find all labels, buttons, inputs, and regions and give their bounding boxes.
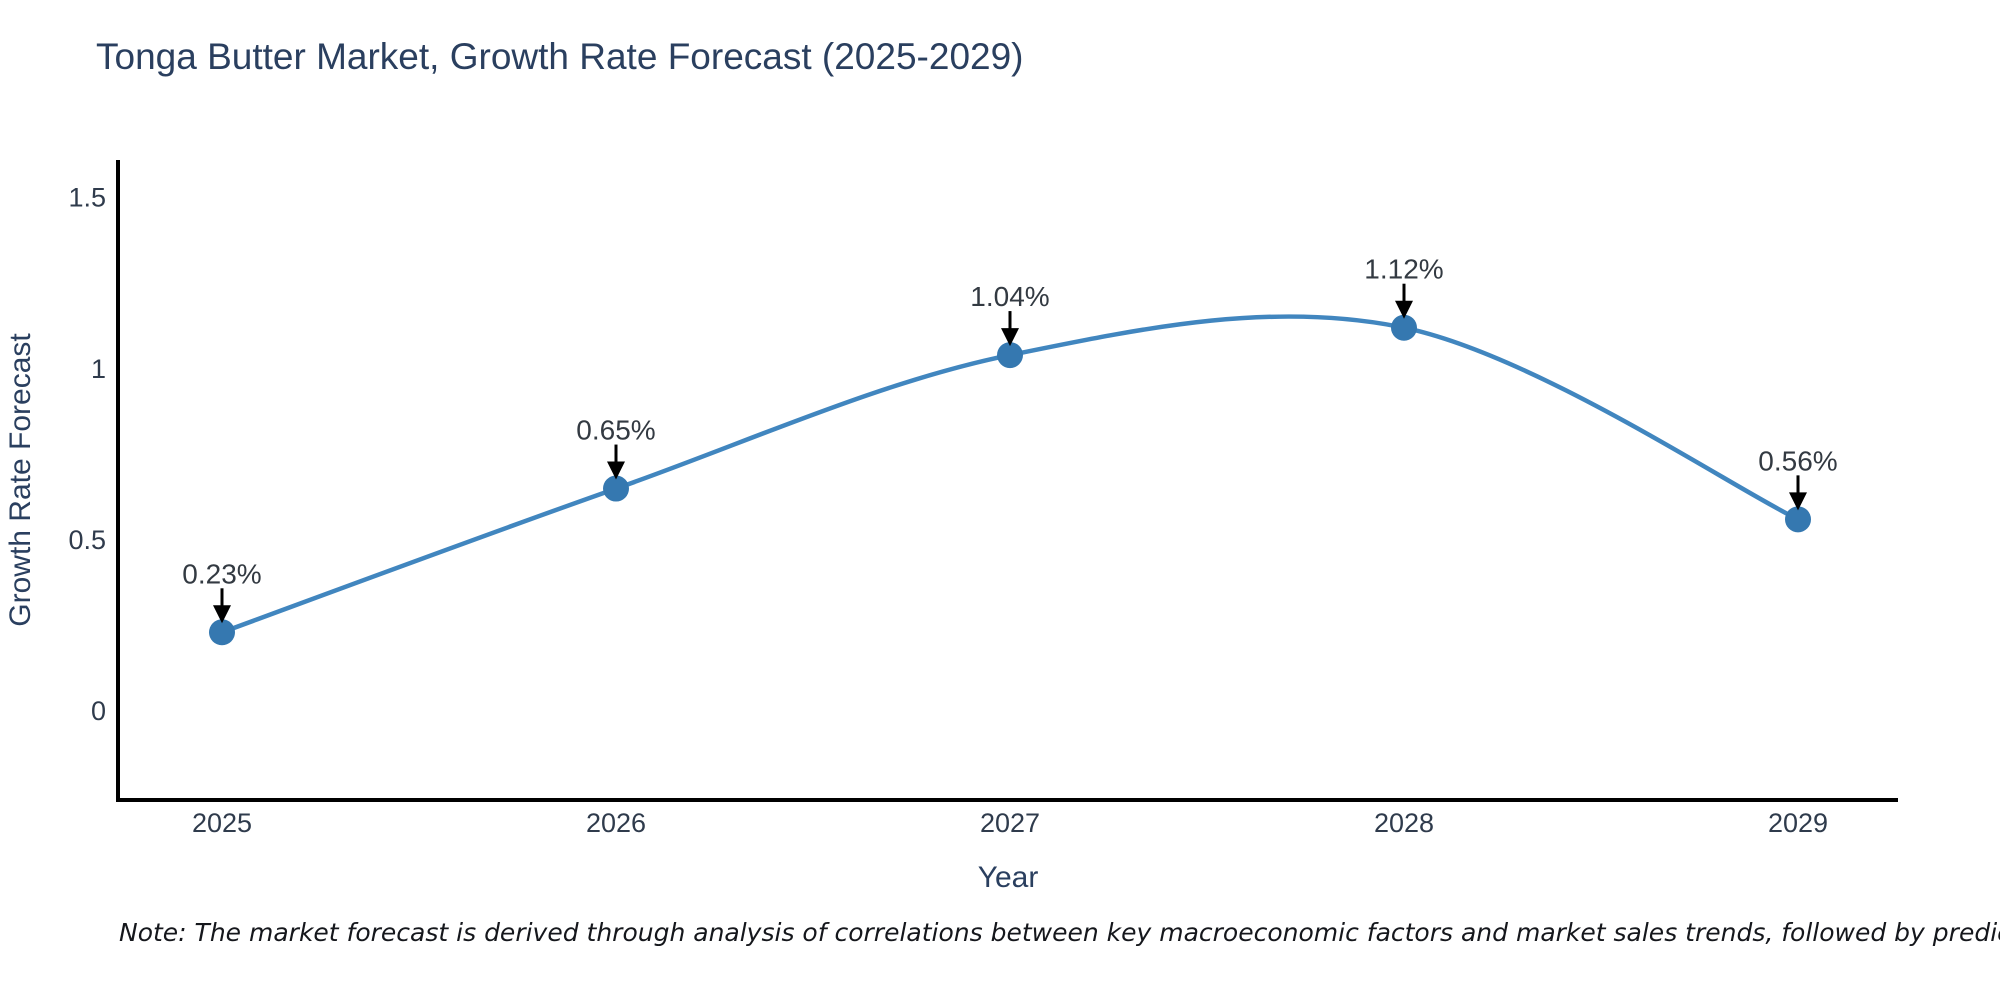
annotation-arrow-head bbox=[1789, 492, 1807, 511]
data-point-2029 bbox=[1785, 506, 1811, 533]
chart-title: Tonga Butter Market, Growth Rate Forecas… bbox=[96, 36, 1024, 77]
data-point-2027 bbox=[997, 342, 1023, 369]
axes-lines bbox=[116, 160, 1898, 802]
chart-footnote: Note: The market forecast is derived thr… bbox=[119, 918, 2000, 947]
annotation-arrow-head bbox=[1001, 328, 1019, 347]
y-tick-label: 1.5 bbox=[68, 183, 106, 213]
annotation-2026: 0.65% bbox=[576, 415, 656, 480]
annotation-arrow-head bbox=[213, 605, 231, 624]
y-tick-label: 1 bbox=[91, 354, 106, 384]
annotation-2028: 1.12% bbox=[1364, 254, 1444, 319]
annotation-2027: 1.04% bbox=[970, 281, 1050, 347]
annotation-2029: 0.56% bbox=[1758, 445, 1838, 511]
data-point-2026 bbox=[603, 475, 629, 502]
x-tick-label: 2026 bbox=[586, 808, 646, 838]
x-axis-title: Year bbox=[978, 861, 1039, 894]
annotation-arrow-head bbox=[1395, 300, 1413, 319]
annotation-2025: 0.23% bbox=[182, 558, 262, 624]
x-tick-label: 2028 bbox=[1374, 808, 1434, 838]
annotation-label: 1.04% bbox=[970, 281, 1049, 312]
annotation-label: 0.23% bbox=[182, 558, 261, 589]
annotation-label: 0.56% bbox=[1758, 445, 1837, 476]
data-point-2025 bbox=[209, 619, 235, 646]
x-tick-label: 2025 bbox=[192, 808, 252, 838]
y-tick-label: 0.5 bbox=[68, 525, 106, 555]
annotation-label: 1.12% bbox=[1364, 254, 1443, 285]
data-point-2028 bbox=[1391, 314, 1417, 341]
y-axis-title: Growth Rate Forecast bbox=[4, 333, 37, 627]
y-tick-label: 0 bbox=[91, 696, 106, 726]
x-tick-label: 2027 bbox=[980, 808, 1040, 838]
annotation-arrow-head bbox=[607, 461, 625, 480]
annotation-label: 0.65% bbox=[576, 415, 655, 446]
x-tick-label: 2029 bbox=[1768, 808, 1828, 838]
